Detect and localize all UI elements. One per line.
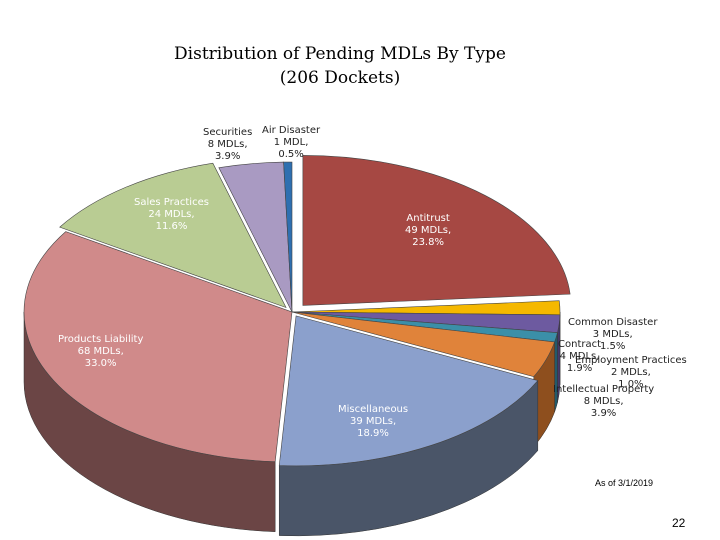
label-employment-practices: Employment Practices 2 MDLs, 1.0% xyxy=(575,355,687,390)
label-products-liability: Products Liability 68 MDLs, 33.0% xyxy=(58,334,144,369)
slice-air-disaster xyxy=(283,161,293,313)
slice-products-liability xyxy=(23,231,293,463)
label-miscellaneous: Miscellaneous 39 MDLs, 18.9% xyxy=(338,404,409,439)
label-antitrust: Antitrust 49 MDLs, 23.8% xyxy=(405,213,452,248)
page-number: 22 xyxy=(672,516,686,530)
slice-antitrust xyxy=(302,155,571,306)
chart-title: Distribution of Pending MDLs By Type xyxy=(174,44,506,64)
slice-intellectual-property xyxy=(291,311,556,378)
label-air-disaster: Air Disaster 1 MDL, 0.5% xyxy=(262,125,321,160)
slice-miscellaneous xyxy=(278,315,539,467)
label-intellectual-property: Intellectual Property 8 MDLs, 3.9% xyxy=(553,384,655,419)
as-of-date: As of 3/1/2019 xyxy=(595,478,654,488)
label-contract: Contract 4 MDLs, 1.9% xyxy=(558,339,602,374)
label-sales-practices: Sales Practices 24 MDLs, 11.6% xyxy=(134,197,209,232)
label-common-disaster: Common Disaster 3 MDLs, 1.5% xyxy=(568,317,658,352)
chart-subtitle: (206 Dockets) xyxy=(279,68,401,88)
label-securities: Securities 8 MDLs, 3.9% xyxy=(203,127,253,162)
slice-sales-practices xyxy=(59,162,287,309)
